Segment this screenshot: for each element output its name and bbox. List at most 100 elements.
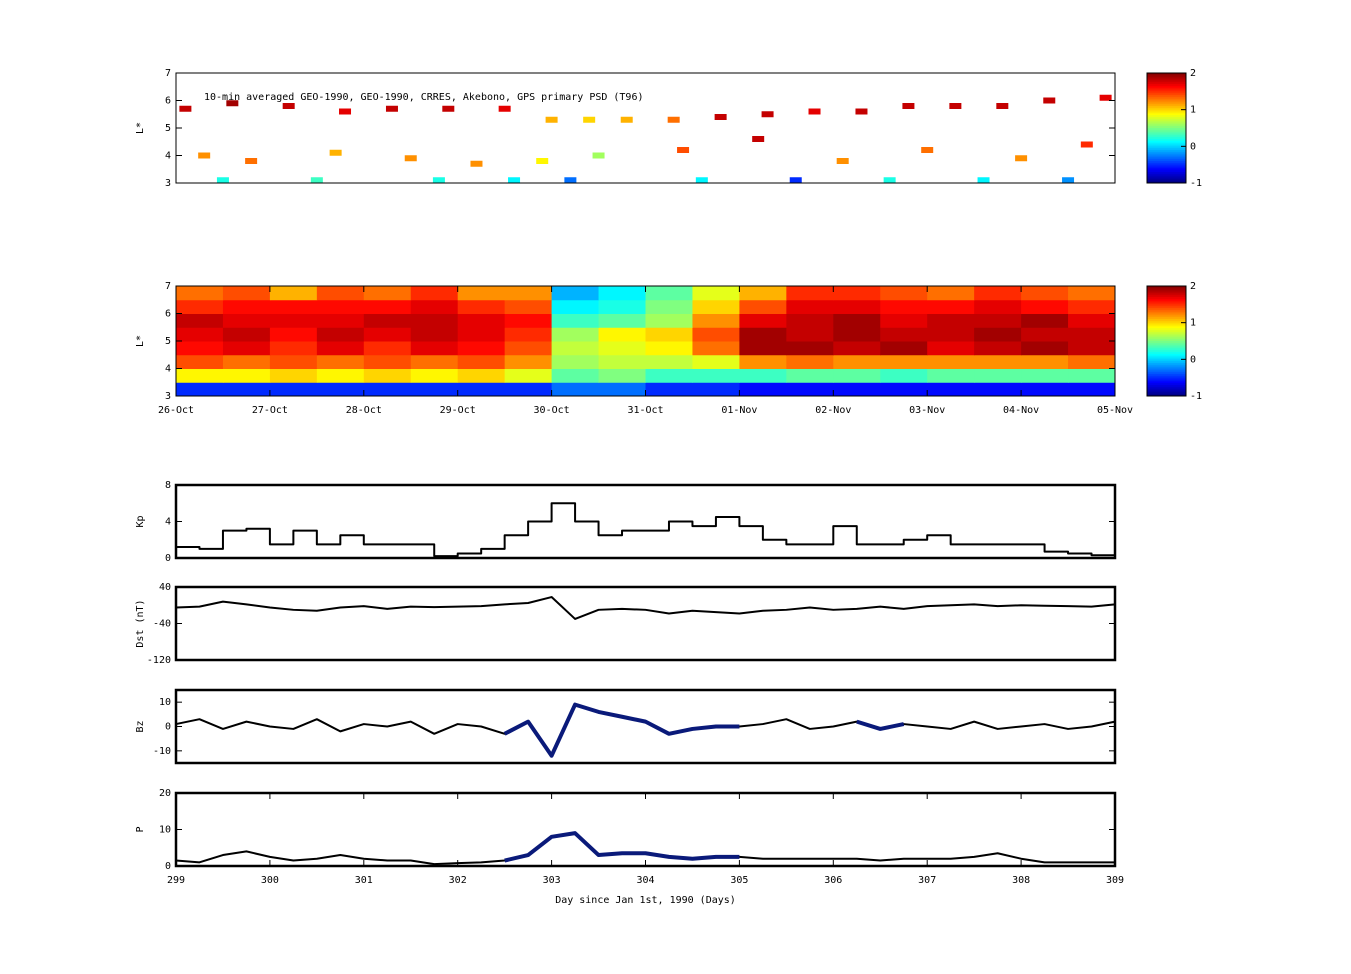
- colorbar-segment: [1147, 374, 1186, 377]
- colorbar-segment: [1147, 181, 1186, 184]
- heat-cell: [222, 341, 271, 356]
- colorbar-segment: [1147, 148, 1186, 151]
- colorbar-segment: [1147, 98, 1186, 101]
- y-tick-label: -120: [147, 655, 171, 666]
- heat-cell: [692, 286, 740, 301]
- colorbar-segment: [1147, 326, 1186, 329]
- heat-cell: [692, 354, 740, 369]
- heat-cell: [176, 354, 224, 369]
- colorbar-segment: [1147, 162, 1186, 166]
- y-tick-label: 6: [165, 96, 171, 107]
- heat-cell: [176, 286, 224, 301]
- x-tick-label: 02-Nov: [815, 405, 851, 416]
- colorbar-segment: [1147, 320, 1186, 324]
- heat-cell: [269, 341, 318, 356]
- y-tick-label: 0: [165, 722, 171, 733]
- colorbar-segment: [1147, 306, 1186, 309]
- colorbar-segment: [1147, 394, 1186, 397]
- y-tick-label: 5: [165, 336, 171, 347]
- x-tick-label: 307: [918, 875, 936, 886]
- heat-cell: [1068, 382, 1116, 397]
- colorbar-segment: [1147, 126, 1186, 129]
- colorbar-segment: [1147, 291, 1186, 294]
- heat-cell: [457, 286, 506, 301]
- colorbar-segment: [1147, 122, 1186, 125]
- heat-cell: [551, 299, 600, 314]
- heat-cell: [551, 354, 600, 369]
- colorbar-tick-label: -1: [1190, 391, 1202, 402]
- heat-cell: [786, 286, 834, 301]
- colorbar-segment: [1147, 386, 1186, 390]
- colorbar-segment: [1147, 315, 1186, 318]
- heat-cell: [786, 354, 834, 369]
- heat-cell: [176, 299, 224, 314]
- heat-cell: [739, 286, 787, 301]
- colorbar-segment: [1147, 144, 1186, 147]
- heat-cell: [316, 382, 365, 397]
- colorbar-segment: [1147, 131, 1186, 134]
- colorbar-segment: [1147, 348, 1186, 351]
- colorbar-segment: [1147, 146, 1186, 149]
- heat-cell: [739, 368, 787, 383]
- psd-point: [620, 116, 633, 123]
- heat-cell: [598, 299, 646, 314]
- heat-cell: [645, 299, 693, 314]
- heat-cell: [1021, 313, 1069, 328]
- y-axis-label: Bz: [135, 720, 146, 732]
- colorbar-frame: [1146, 72, 1187, 184]
- colorbar-segment: [1147, 139, 1186, 142]
- psd-point: [752, 136, 765, 142]
- heat-cell: [739, 341, 787, 356]
- heat-cell: [504, 313, 553, 328]
- heat-cell: [504, 382, 553, 397]
- colorbar-segment: [1147, 339, 1186, 342]
- x-tick-label: 304: [636, 875, 654, 886]
- colorbar-segment: [1147, 383, 1186, 386]
- heat-cell: [833, 354, 881, 369]
- heat-cell: [551, 341, 600, 356]
- heat-cell: [176, 341, 224, 356]
- y-tick-label: 10: [159, 697, 171, 708]
- psd-point: [1062, 177, 1075, 184]
- heat-cell: [833, 299, 881, 314]
- x-tick-label: 31-Oct: [627, 405, 663, 416]
- heat-cell: [880, 354, 928, 369]
- heat-cell: [786, 327, 834, 342]
- colorbar-segment: [1147, 300, 1186, 303]
- heat-cell: [880, 327, 928, 342]
- x-tick-label: 299: [167, 875, 185, 886]
- colorbar-segment: [1147, 293, 1186, 296]
- psd-point: [339, 108, 352, 115]
- colorbar-segment: [1147, 179, 1186, 182]
- colorbar-tick-label: 0: [1190, 354, 1196, 365]
- colorbar-segment: [1147, 302, 1186, 305]
- heat-cell: [457, 382, 506, 397]
- x-tick-label: 303: [543, 875, 561, 886]
- colorbar-segment: [1147, 287, 1186, 291]
- heat-cell: [504, 286, 553, 301]
- heat-cell: [880, 313, 928, 328]
- heat-cell: [1021, 382, 1069, 397]
- psd-point: [695, 177, 708, 184]
- colorbar-segment: [1147, 355, 1186, 358]
- psd-point: [442, 105, 455, 112]
- heat-cell: [222, 313, 271, 328]
- psd-point: [385, 105, 398, 112]
- psd-point: [1099, 94, 1112, 101]
- heat-cell: [316, 341, 365, 356]
- heat-cell: [927, 341, 975, 356]
- heat-cell: [410, 299, 459, 314]
- y-tick-label: 5: [165, 123, 171, 134]
- y-axis-label: Kp: [135, 515, 146, 527]
- y-axis-label: P: [135, 826, 146, 832]
- psd-point: [592, 152, 605, 159]
- x-tick-label: 01-Nov: [721, 405, 757, 416]
- heat-cell: [457, 299, 506, 314]
- psd-point: [1043, 97, 1056, 104]
- heat-cell: [645, 313, 693, 328]
- colorbar-segment: [1147, 313, 1186, 316]
- colorbar-segment: [1147, 107, 1186, 111]
- y-tick-label: 8: [165, 480, 171, 491]
- colorbar-segment: [1147, 361, 1186, 364]
- x-tick-label: 26-Oct: [158, 405, 194, 416]
